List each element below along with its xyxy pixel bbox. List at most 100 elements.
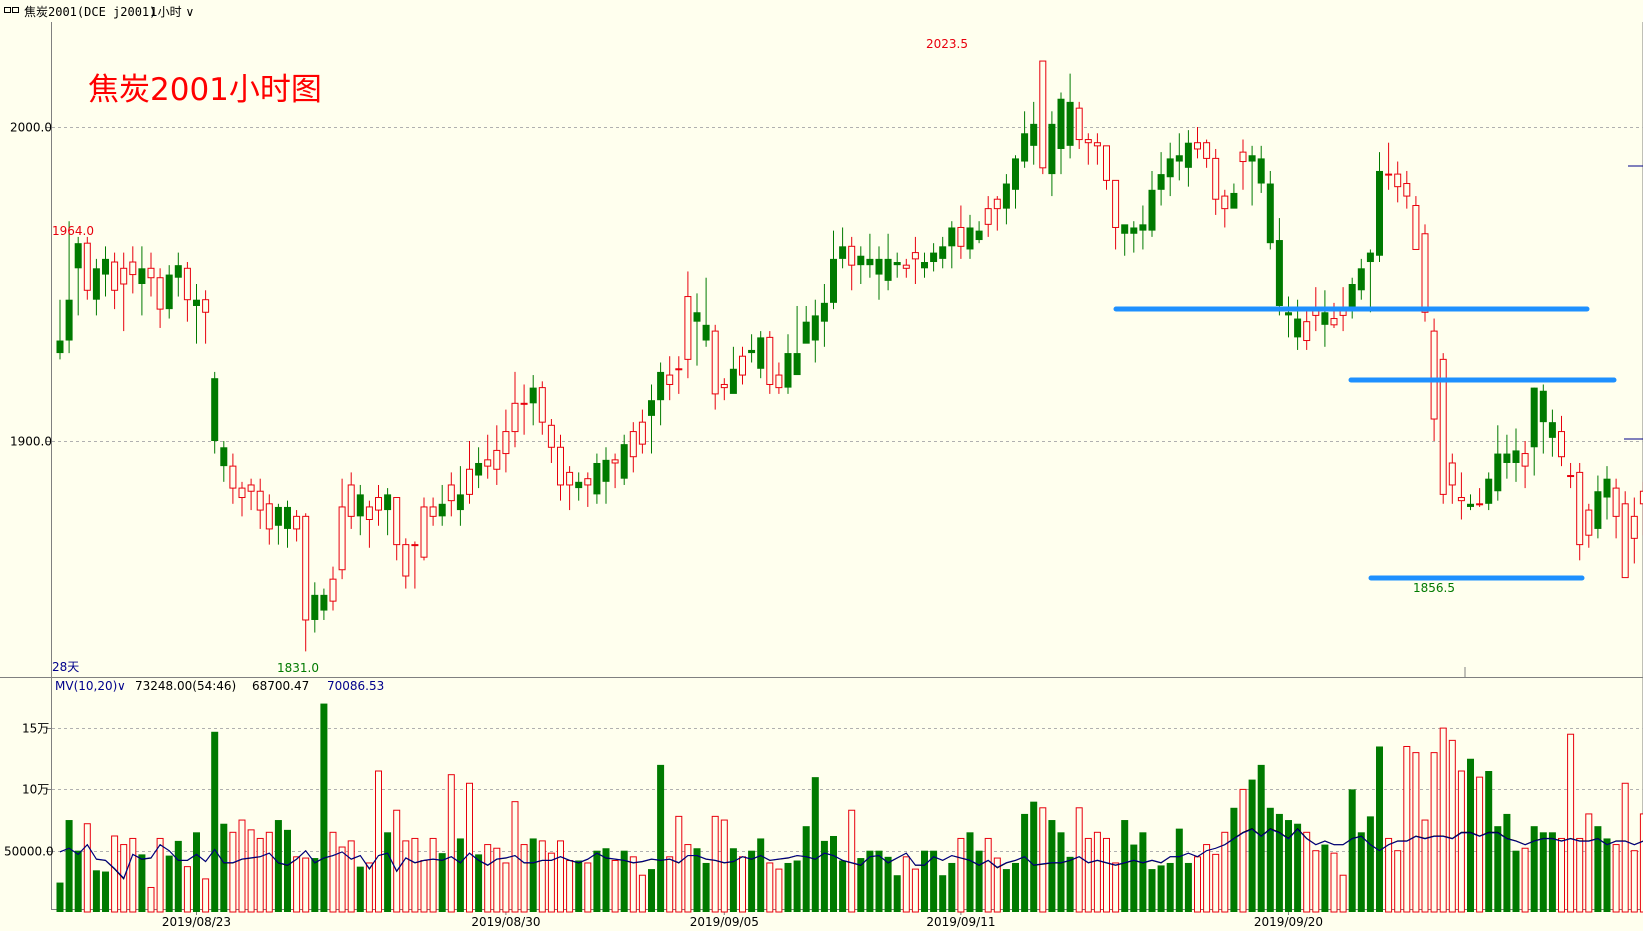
candle-body-down [1366, 252, 1374, 263]
volume-bar-up [466, 782, 473, 913]
candle-body-up [293, 515, 301, 530]
volume-bar-up [566, 860, 574, 913]
candle-body-down [1494, 453, 1502, 492]
volume-bar-up [1239, 788, 1247, 913]
candlestick [820, 284, 828, 347]
volume-bar-up [1639, 813, 1643, 913]
volume-bar-up [411, 837, 419, 913]
candle-body-up [957, 226, 965, 247]
candle-body-up [365, 506, 373, 521]
candlestick [329, 566, 337, 611]
candle-body-down [866, 258, 874, 266]
candle-body-up [429, 506, 437, 517]
candlestick [1103, 145, 1110, 190]
candlestick [693, 293, 701, 366]
candlestick [729, 346, 737, 394]
candle-body-up [1612, 487, 1620, 517]
candlestick [975, 221, 983, 244]
candle-body-up [1330, 318, 1338, 326]
candle-body-up [638, 421, 646, 445]
candlestick [993, 196, 1001, 231]
candlestick [484, 434, 492, 479]
volume-bar-down [1530, 826, 1538, 912]
period-selector[interactable]: 1小时 ∨ [150, 3, 194, 20]
candle-body-up [183, 267, 191, 301]
volume-bar-down [475, 854, 483, 912]
candle-body-up [1203, 142, 1211, 159]
volume-bar-up [111, 835, 119, 913]
time-tick-label: 2019/09/11 [926, 915, 995, 929]
candle-body-down [702, 324, 710, 341]
candle-body-down [648, 400, 655, 416]
time-tick-label: 2019/09/05 [690, 915, 759, 929]
candlestick [466, 441, 473, 504]
candle-body-down [1157, 174, 1165, 190]
candle-body-up [247, 484, 255, 492]
volume-bar-down [1503, 813, 1511, 912]
candle-body-up [766, 336, 774, 385]
mv-indicator-label[interactable]: MV(10,20) [55, 679, 117, 693]
candle-body-up [1430, 330, 1438, 420]
candle-body-down [1294, 318, 1302, 338]
candlestick [1558, 415, 1565, 467]
candle-body-up [1239, 151, 1247, 163]
volume-bar-up [402, 840, 410, 913]
candle-body-down [1148, 189, 1156, 231]
candle-body-down [1030, 123, 1038, 146]
volume-bar-up [1567, 733, 1575, 913]
chevron-down-icon[interactable]: ∨ [117, 679, 126, 693]
candle-body-down [356, 494, 364, 517]
volume-bar-up [1039, 807, 1047, 913]
candlestick [1357, 258, 1365, 300]
candlestick [393, 497, 401, 561]
candle-body-down [948, 227, 956, 247]
candlestick [1539, 384, 1547, 454]
candle-body-down [1048, 123, 1056, 175]
volume-bar-down [802, 826, 810, 912]
volume-mv-lines [59, 827, 1643, 880]
mv20-value: 70086.53 [327, 679, 384, 693]
volume-bar-up [1585, 813, 1593, 913]
candlestick [1594, 475, 1602, 539]
candlestick [902, 258, 910, 278]
candle-body-up [611, 459, 619, 464]
candle-body-down [757, 337, 765, 369]
volume-bar-down [1166, 862, 1174, 912]
candlestick [1321, 290, 1329, 347]
candle-body-up [420, 506, 428, 558]
candlestick [1266, 170, 1274, 250]
volume-bar-down [875, 850, 883, 912]
candle-body-down [811, 315, 819, 341]
candle-body-down [1275, 240, 1283, 306]
candlestick [1194, 127, 1201, 159]
volume-bar-down [220, 823, 228, 912]
candlestick [1503, 434, 1511, 479]
candle-body-down [1503, 453, 1511, 463]
candle-body-up [1476, 503, 1484, 506]
volume-bar-up [1576, 837, 1584, 913]
volume-bar-down [1130, 844, 1138, 912]
candle-body-up [347, 484, 355, 517]
volume-bar-up [375, 770, 382, 913]
candlestick [593, 453, 601, 504]
volume-bar-up [1430, 752, 1438, 913]
volume-bar-down [1021, 813, 1029, 912]
volume-bar-up [429, 837, 437, 913]
candle-body-down [1184, 142, 1192, 168]
candlestick [939, 236, 947, 269]
candle-body-up [675, 368, 683, 371]
candle-body-down [1530, 387, 1538, 448]
candle-body-up [502, 431, 510, 455]
volume-bar-up [1421, 819, 1429, 913]
candle-body-up [1093, 142, 1101, 147]
candle-body-up [1084, 139, 1092, 144]
candle-body-down [830, 258, 837, 303]
candle-body-up [911, 252, 919, 260]
candle-body-down [220, 447, 228, 467]
candle-body-down [1603, 478, 1611, 498]
candlestick [1093, 133, 1101, 165]
candlestick [538, 381, 546, 435]
volume-bar-up [1093, 831, 1101, 913]
candlestick [529, 375, 537, 426]
